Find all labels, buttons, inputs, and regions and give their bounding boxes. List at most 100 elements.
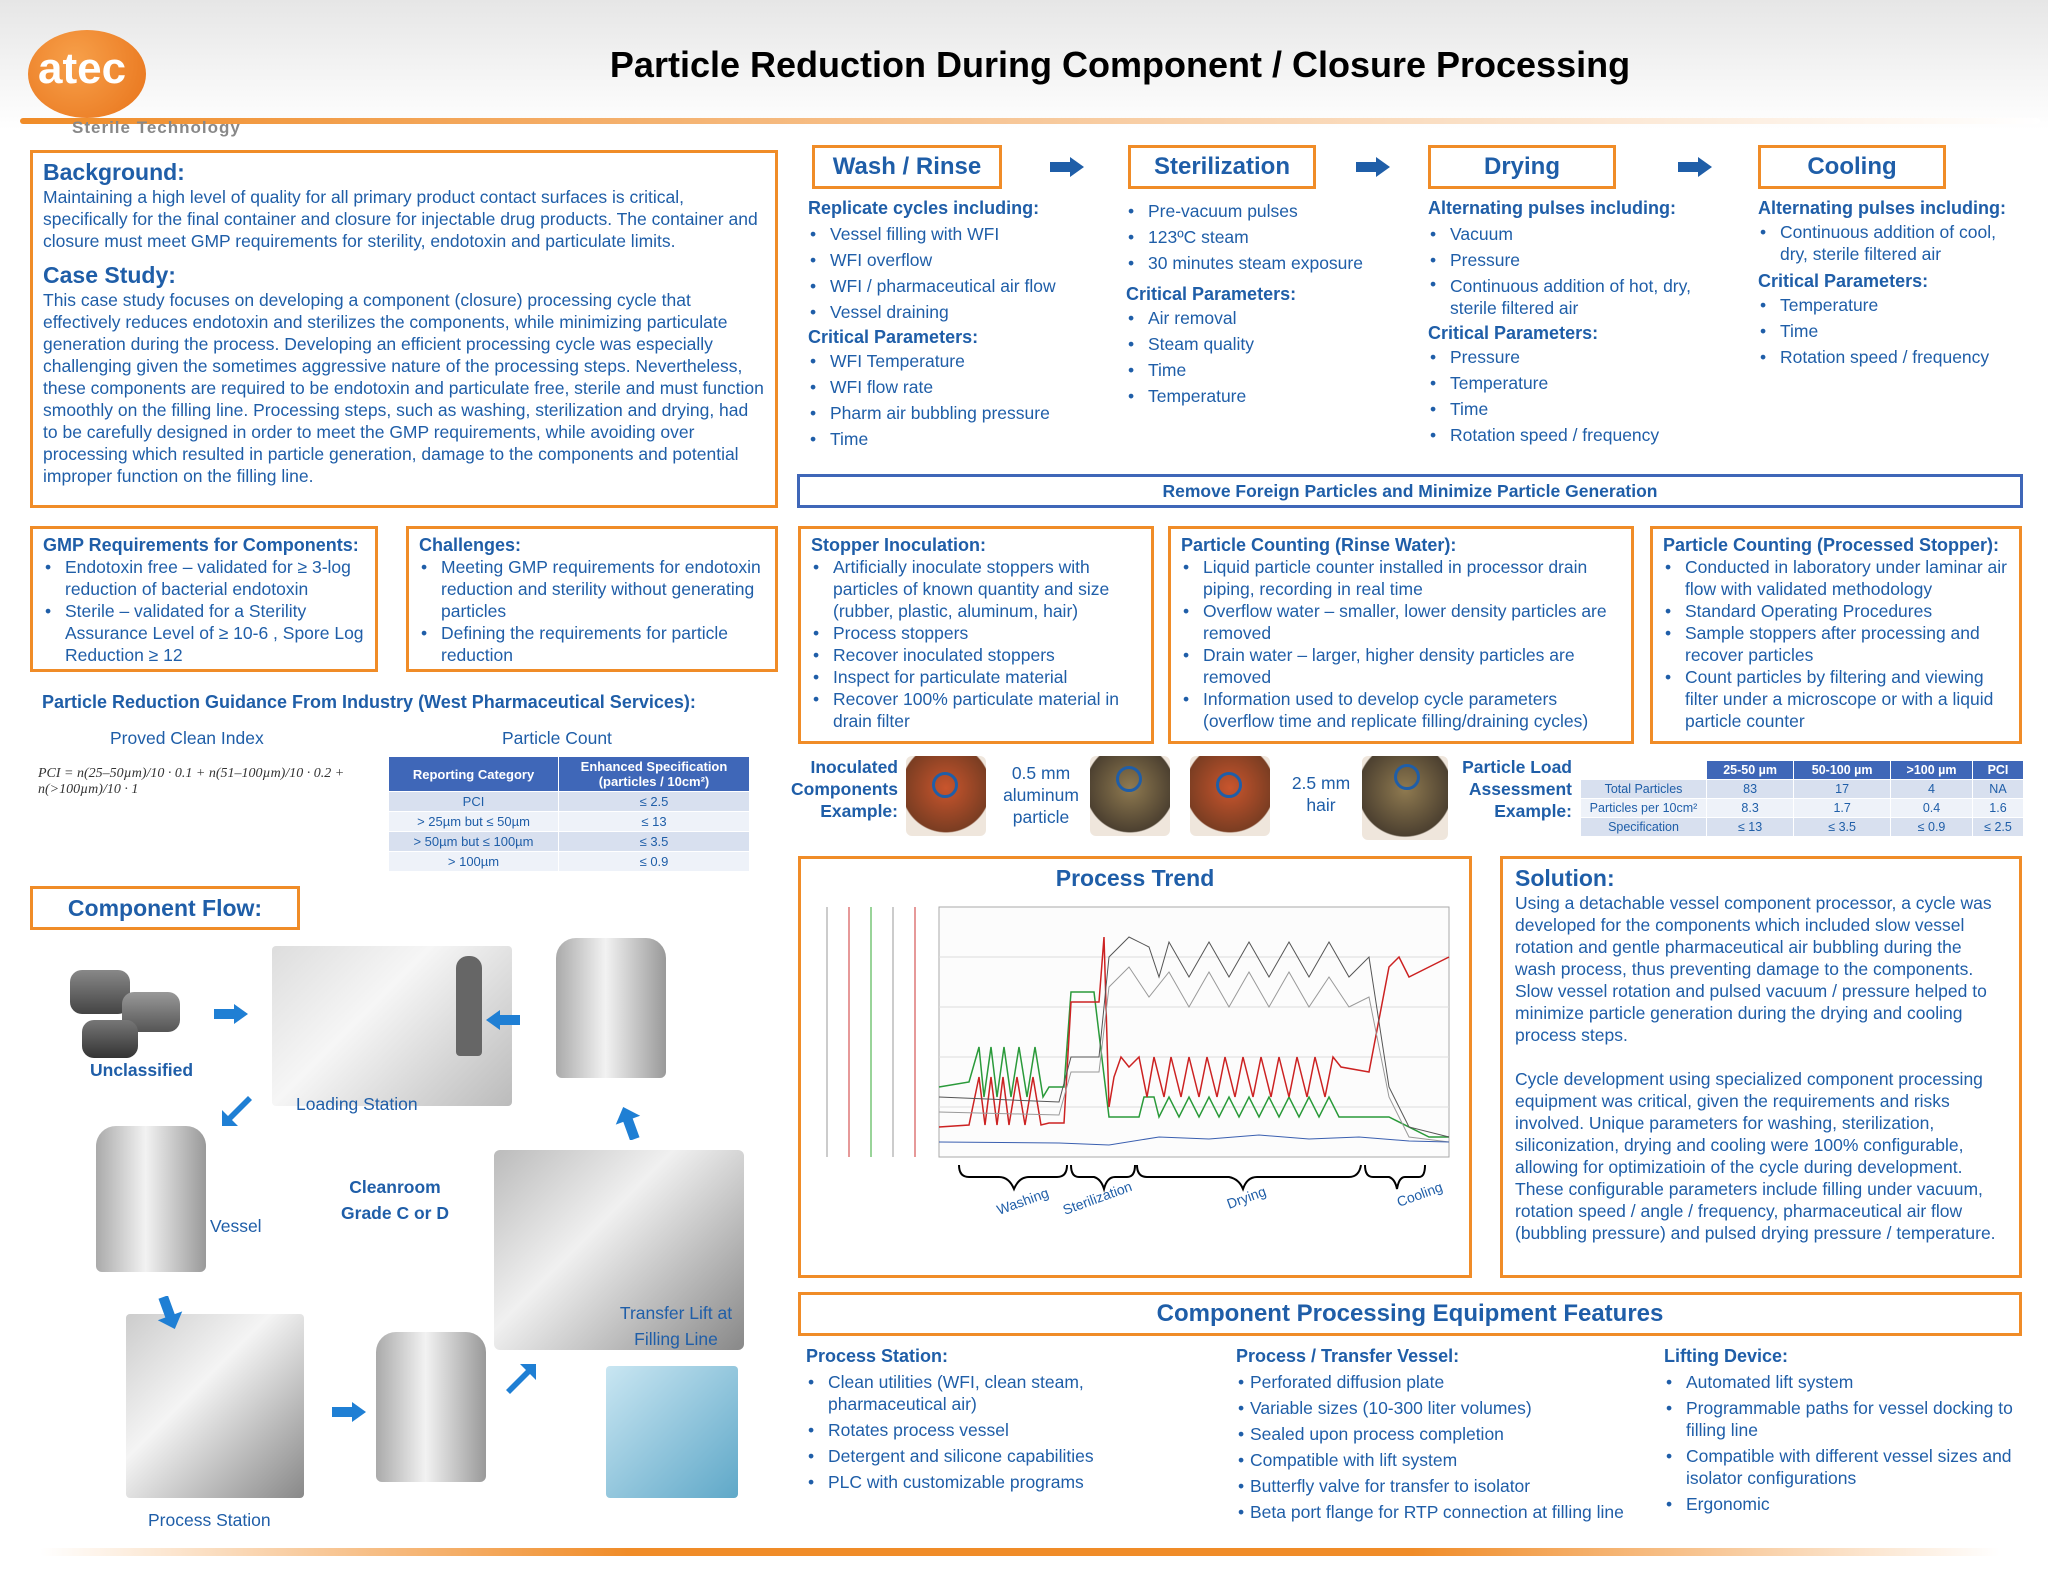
table-row: PCI ≤ 2.5 [388, 791, 750, 812]
table-header: Enhanced Specification (particles / 10cm… [558, 756, 750, 792]
hair-caption: 2.5 mm hair [1291, 773, 1351, 815]
background-text: Maintaining a high level of quality for … [43, 187, 758, 251]
particle-marker-icon [932, 772, 958, 798]
rinse-count-panel: Particle Counting (Rinse Water): Liquid … [1168, 526, 1634, 744]
step-cooling-sub2: Critical Parameters: [1758, 271, 1929, 291]
list-item: Compatible with lift system [1236, 1449, 1656, 1471]
list-item: Variable sizes (10-300 liter volumes) [1236, 1397, 1656, 1419]
list-item: Sample stoppers after processing and rec… [1663, 622, 2009, 666]
flow-label-unclassified: Unclassified [90, 1060, 194, 1080]
flow-label-process: Process Station [148, 1510, 271, 1530]
step-wash-list1: Vessel filling with WFI WFI overflow WFI… [808, 221, 1088, 325]
list-item: Compatible with different vessel sizes a… [1664, 1445, 2034, 1489]
pci-label: Proved Clean Index [110, 728, 264, 748]
list-item: Recover inoculated stoppers [811, 644, 1141, 666]
vessel-image [96, 1126, 206, 1272]
stopper-inoculation-panel: Stopper Inoculation: Artificially inocul… [798, 526, 1154, 744]
step-cooling-title: Cooling [1758, 145, 1946, 189]
gmp-panel: GMP Requirements for Components: Endotox… [30, 526, 378, 672]
vessel-image [376, 1332, 486, 1482]
logo-text: atec [38, 44, 127, 93]
stopper-count-list: Conducted in laboratory under laminar ai… [1663, 556, 2009, 732]
list-item: Clean utilities (WFI, clean steam, pharm… [806, 1371, 1206, 1415]
list-item: 30 minutes steam exposure [1126, 250, 1416, 276]
flow-label-transfer: Transfer Lift at Filling Line [619, 1303, 733, 1349]
rinse-count-heading: Particle Counting (Rinse Water): [1181, 535, 1457, 555]
transfer-lift-image [494, 1150, 744, 1350]
equipment-col-title: Process / Transfer Vessel: [1236, 1346, 1460, 1366]
table-cell: ≤ 3.5 [1793, 817, 1892, 837]
case-study-text: This case study focuses on developing a … [43, 290, 764, 486]
list-item: Time [1758, 318, 2028, 344]
footer-swoosh [40, 1548, 2000, 1556]
inoculated-label: Inoculated Components Example: [791, 757, 898, 821]
particle-marker-icon [1116, 766, 1142, 792]
solution-text-2: Cycle development using specialized comp… [1515, 1069, 1996, 1243]
process-trend-panel: Process Trend Washing Sterilization Dryi… [798, 856, 1472, 1278]
process-station-image [126, 1314, 304, 1498]
list-item: WFI overflow [808, 247, 1088, 273]
flow-label-vessel: Vessel [210, 1216, 262, 1236]
flow-diagram: Unclassified Loading Station Vessel Clea… [30, 930, 778, 1540]
list-item: Automated lift system [1664, 1371, 2034, 1393]
table-cell: NA [1971, 779, 2025, 799]
load-label: Particle Load Assessment Example: [1462, 757, 1572, 821]
arrow-right-icon [1678, 157, 1712, 177]
step-sterilization-title: Sterilization [1128, 145, 1316, 189]
step-cooling-sub1: Alternating pulses including: [1758, 198, 2007, 218]
arrow-right-icon [214, 1004, 248, 1024]
list-item: PLC with customizable programs [806, 1471, 1206, 1493]
list-item: Recover 100% particulate material in dra… [811, 688, 1141, 732]
list-item: Standard Operating Procedures [1663, 600, 2009, 622]
table-cell: ≤ 2.5 [1971, 817, 2025, 837]
table-row: > 50µm but ≤ 100µm ≤ 3.5 [388, 831, 750, 852]
table-cell: ≤ 3.5 [558, 831, 750, 852]
table-row: > 25µm but ≤ 50µm ≤ 13 [388, 811, 750, 832]
list-item: Artificially inoculate stoppers with par… [811, 556, 1141, 622]
flow-label-cleanroom: Cleanroom Grade C or D [341, 1177, 449, 1223]
table-cell: PCI [388, 791, 559, 812]
list-item: Continuous addition of cool, dry, steril… [1758, 221, 2028, 265]
list-item: WFI Temperature [808, 348, 1088, 374]
list-item: Beta port flange for RTP connection at f… [1236, 1501, 1656, 1523]
arrow-up-icon [615, 1107, 641, 1140]
stopper-image [82, 1020, 138, 1058]
list-item: Pressure [1428, 247, 1728, 273]
equipment-list: Perforated diffusion plate Variable size… [1236, 1371, 1656, 1523]
step-drying-details: Alternating pulses including: Vacuum Pre… [1428, 198, 1728, 448]
particle-count-label: Particle Count [502, 728, 612, 748]
equipment-col-title: Lifting Device: [1664, 1346, 1789, 1366]
list-item: Detergent and silicone capabilities [806, 1445, 1206, 1467]
table-header [1580, 760, 1707, 780]
arrow-right-icon [332, 1402, 366, 1422]
list-item: Overflow water – smaller, lower density … [1181, 600, 1621, 644]
step-cooling-list1: Continuous addition of cool, dry, steril… [1758, 221, 2028, 265]
table-cell: Particles per 10cm² [1580, 798, 1707, 818]
particle-marker-icon [1216, 772, 1242, 798]
list-item: Time [808, 426, 1088, 452]
background-heading: Background: [43, 159, 185, 185]
guidance-table: Reporting Category Enhanced Specificatio… [388, 756, 750, 872]
challenges-list: Meeting GMP requirements for endotoxin r… [419, 556, 765, 666]
table-cell: > 25µm but ≤ 50µm [388, 811, 559, 832]
flow-label-loading: Loading Station [296, 1094, 418, 1114]
step-cooling-list2: Temperature Time Rotation speed / freque… [1758, 292, 2028, 370]
arrow-down-left-icon [222, 1096, 252, 1126]
table-row: > 100µm ≤ 0.9 [388, 851, 750, 872]
list-item: Temperature [1758, 292, 2028, 318]
table-header: 25-50 µm [1705, 760, 1795, 780]
list-item: Time [1428, 396, 1728, 422]
equipment-heading: Component Processing Equipment Features [798, 1292, 2022, 1336]
step-sterilization-list2: Air removal Steam quality Time Temperatu… [1126, 305, 1416, 409]
list-item: Drain water – larger, higher density par… [1181, 644, 1621, 688]
step-sterilization-details: Pre-vacuum pulses 123ºC steam 30 minutes… [1126, 198, 1416, 409]
arrow-left-icon [486, 1010, 520, 1030]
solution-text-1: Using a detachable vessel component proc… [1515, 893, 1992, 1045]
table-cell: 0.4 [1890, 798, 1973, 818]
step-wash-list2: WFI Temperature WFI flow rate Pharm air … [808, 348, 1088, 452]
solution-heading: Solution: [1515, 865, 1615, 891]
table-header: Reporting Category [388, 756, 559, 792]
gmp-heading: GMP Requirements for Components: [43, 535, 359, 555]
list-item: WFI / pharmaceutical air flow [808, 273, 1088, 299]
rinse-count-list: Liquid particle counter installed in pro… [1181, 556, 1621, 732]
